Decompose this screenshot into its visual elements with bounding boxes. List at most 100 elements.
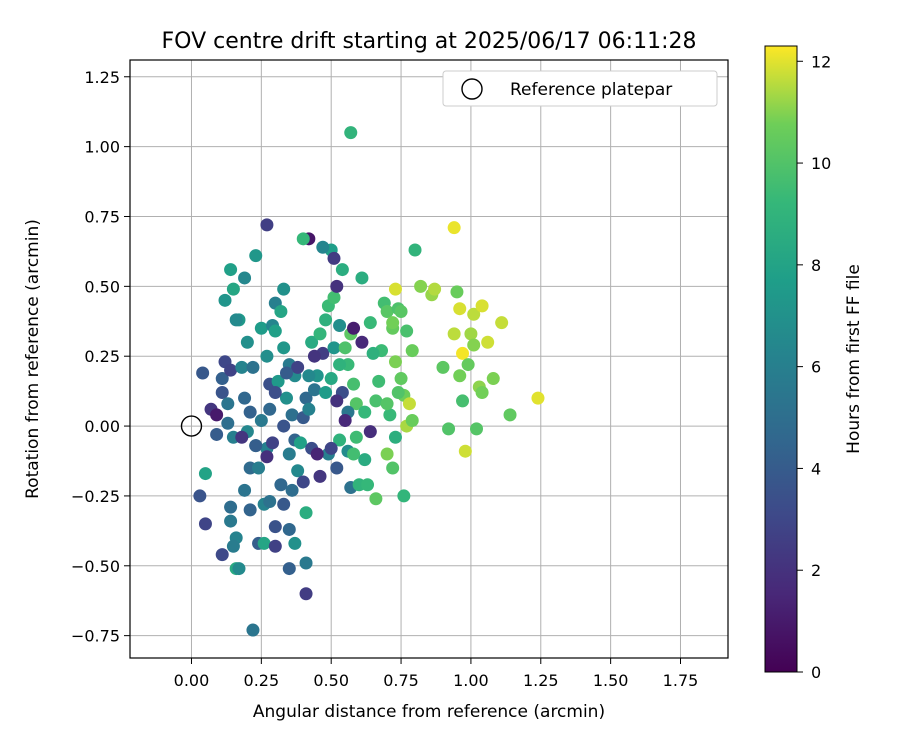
- data-point: [198, 467, 212, 481]
- data-point: [282, 522, 296, 536]
- y-tick-label: −0.50: [71, 557, 120, 576]
- data-point: [282, 562, 296, 576]
- data-point: [383, 408, 397, 422]
- data-point: [226, 539, 240, 553]
- data-point: [380, 304, 394, 318]
- data-point: [271, 374, 285, 388]
- data-point: [327, 251, 341, 265]
- data-point: [238, 271, 252, 285]
- y-tick-label: 0.75: [84, 207, 120, 226]
- data-point: [405, 413, 419, 427]
- data-point: [495, 316, 509, 330]
- colorbar-tick-label: 6: [811, 358, 821, 377]
- data-point: [268, 539, 282, 553]
- data-point: [347, 321, 361, 335]
- x-tick-label: 0.50: [313, 671, 349, 690]
- data-point: [291, 464, 305, 478]
- data-point: [481, 335, 495, 349]
- data-point: [285, 483, 299, 497]
- data-point: [394, 372, 408, 386]
- data-point: [319, 386, 333, 400]
- data-point: [458, 444, 472, 458]
- data-point: [193, 489, 207, 503]
- x-tick-label: 1.00: [453, 671, 489, 690]
- colorbar-tick-label: 12: [811, 52, 831, 71]
- data-point: [263, 402, 277, 416]
- data-point: [260, 218, 274, 232]
- data-point: [391, 386, 405, 400]
- x-tick-label: 0.25: [244, 671, 280, 690]
- data-point: [386, 461, 400, 475]
- data-point: [386, 316, 400, 330]
- data-point: [285, 408, 299, 422]
- data-point: [246, 623, 260, 637]
- data-point: [299, 391, 313, 405]
- data-point: [296, 475, 310, 489]
- x-tick-label: 0.75: [383, 671, 419, 690]
- y-tick-label: 0.25: [84, 347, 120, 366]
- reference-platepar-marker: [180, 415, 203, 437]
- data-point: [224, 363, 238, 377]
- data-point: [215, 372, 229, 386]
- data-point: [531, 391, 545, 405]
- data-point: [279, 391, 293, 405]
- data-point: [243, 405, 257, 419]
- x-axis-ticks: 0.00 0.25 0.50 0.75 1.00 1.25 1.50 1.75: [174, 658, 698, 690]
- data-point: [235, 360, 249, 374]
- data-point: [361, 478, 375, 492]
- data-point: [355, 271, 369, 285]
- data-point: [277, 419, 291, 433]
- data-point: [355, 335, 369, 349]
- data-point: [363, 316, 377, 330]
- data-point: [299, 506, 313, 520]
- data-point: [470, 422, 484, 436]
- x-tick-label: 1.50: [593, 671, 629, 690]
- data-point: [252, 461, 266, 475]
- data-point: [408, 243, 422, 257]
- data-point: [274, 304, 288, 318]
- data-point: [224, 514, 238, 528]
- data-point: [369, 492, 383, 506]
- data-point: [442, 422, 456, 436]
- data-point: [293, 436, 307, 450]
- data-point: [221, 416, 235, 430]
- data-point: [335, 263, 349, 277]
- data-point: [453, 369, 467, 383]
- data-point: [400, 324, 414, 338]
- data-point: [218, 293, 232, 307]
- data-point: [307, 349, 321, 363]
- data-point: [369, 394, 383, 408]
- colorbar-label: Hours from first FF file: [844, 264, 864, 454]
- data-point: [254, 413, 268, 427]
- data-point: [475, 386, 489, 400]
- data-point: [277, 282, 291, 296]
- data-point: [288, 536, 302, 550]
- legend: Reference platepar: [442, 70, 718, 107]
- data-point: [260, 349, 274, 363]
- data-point: [388, 282, 402, 296]
- data-point: [313, 469, 327, 483]
- data-point: [467, 338, 481, 352]
- data-point: [235, 430, 249, 444]
- x-tick-label: 0.00: [174, 671, 210, 690]
- data-point: [347, 447, 361, 461]
- data-point: [215, 548, 229, 562]
- data-point: [291, 360, 305, 374]
- colorbar-ticks: 0 2 4 6 8 10 12: [797, 52, 831, 682]
- data-point: [388, 430, 402, 444]
- data-point: [263, 495, 277, 509]
- data-point: [358, 405, 372, 419]
- data-point: [456, 394, 470, 408]
- y-tick-label: 0.50: [84, 277, 120, 296]
- colorbar-tick-label: 10: [811, 154, 831, 173]
- data-point: [210, 408, 224, 422]
- data-point: [299, 556, 313, 570]
- data-point: [349, 430, 363, 444]
- y-axis-label: Rotation from reference (arcmin): [23, 219, 43, 499]
- data-point: [254, 321, 268, 335]
- data-point: [246, 360, 260, 374]
- data-point: [221, 397, 235, 411]
- data-point: [428, 282, 442, 296]
- reference-layer: [180, 415, 203, 437]
